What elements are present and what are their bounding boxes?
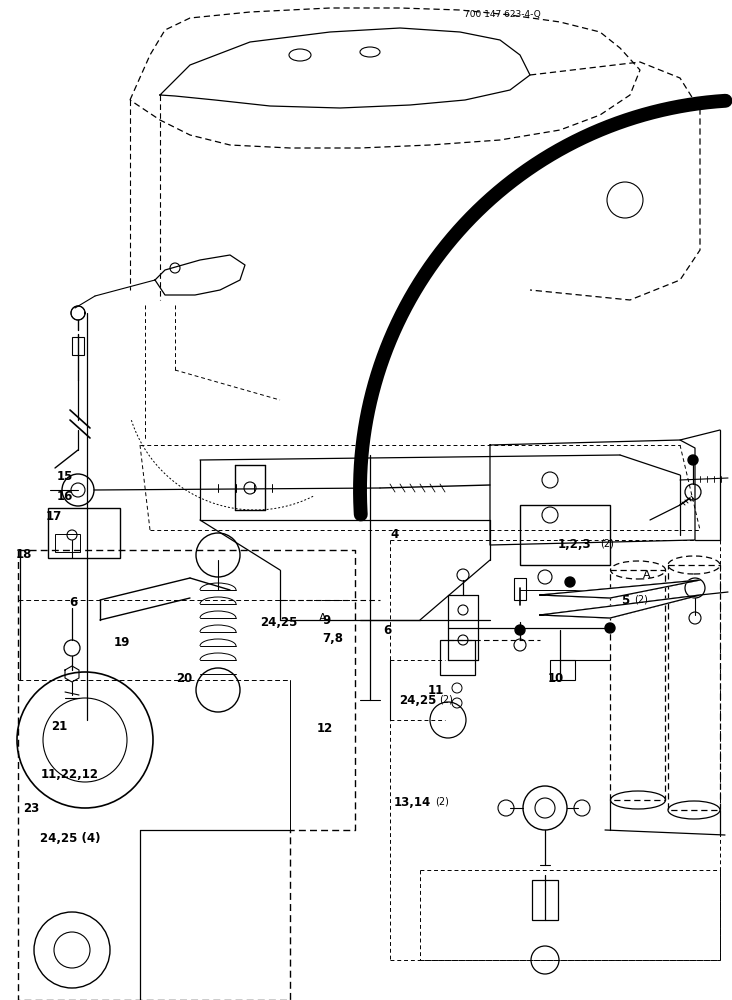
Text: 1,2,3: 1,2,3 — [558, 538, 591, 550]
Text: 4: 4 — [391, 528, 399, 542]
Text: (2): (2) — [435, 797, 449, 807]
Text: 6: 6 — [70, 596, 78, 609]
Text: A: A — [643, 570, 650, 580]
Text: 23: 23 — [23, 802, 40, 814]
Text: 16: 16 — [57, 489, 73, 502]
Circle shape — [515, 625, 525, 635]
Text: 18: 18 — [16, 548, 32, 562]
Text: 24,25 (4): 24,25 (4) — [40, 831, 101, 844]
Bar — [440, 640, 475, 675]
Text: 7,8: 7,8 — [322, 632, 343, 645]
Text: 20: 20 — [176, 672, 192, 685]
Text: (2): (2) — [600, 539, 614, 549]
Circle shape — [605, 623, 615, 633]
Text: 15: 15 — [57, 470, 73, 483]
Text: 700 147 623-4-Q: 700 147 623-4-Q — [464, 9, 541, 18]
Text: 5: 5 — [621, 593, 629, 606]
Text: 12: 12 — [316, 722, 332, 734]
Polygon shape — [71, 306, 85, 320]
Bar — [520, 505, 610, 565]
Text: (2): (2) — [634, 595, 648, 605]
Text: 21: 21 — [51, 720, 67, 732]
Text: (2): (2) — [439, 695, 453, 705]
Bar — [514, 578, 526, 600]
Text: 11,22,12: 11,22,12 — [40, 768, 98, 782]
Bar — [550, 660, 575, 680]
Bar — [532, 880, 558, 920]
Bar — [72, 337, 84, 355]
Bar — [48, 508, 120, 558]
Text: 10: 10 — [548, 672, 564, 685]
Text: 24,25: 24,25 — [399, 694, 436, 706]
Circle shape — [688, 455, 698, 465]
Text: 6: 6 — [384, 624, 392, 637]
Circle shape — [565, 577, 575, 587]
Text: 17: 17 — [45, 510, 61, 522]
Polygon shape — [540, 595, 700, 618]
Text: 9: 9 — [322, 613, 330, 626]
Text: 13,14: 13,14 — [394, 796, 431, 808]
Bar — [55, 534, 80, 552]
Text: A: A — [318, 613, 326, 623]
Text: 19: 19 — [113, 636, 130, 648]
Text: 24,25: 24,25 — [261, 615, 298, 629]
Polygon shape — [540, 580, 700, 598]
Text: 11: 11 — [427, 684, 444, 696]
